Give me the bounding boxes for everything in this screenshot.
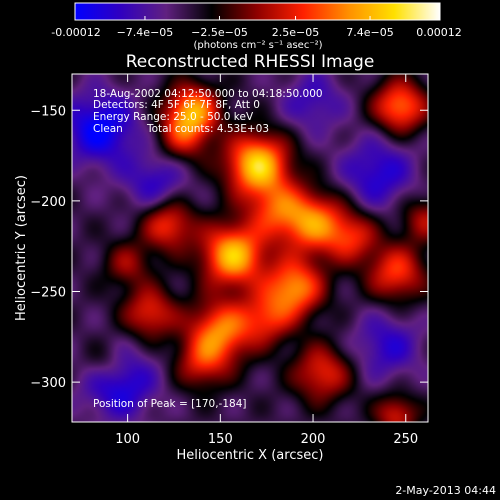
y-tick-label: −200 <box>30 195 66 210</box>
y-tick-label: −250 <box>30 286 66 301</box>
heatmap-image <box>72 74 428 422</box>
colorbar-tick-label: 2.5e−05 <box>272 26 319 39</box>
x-tick-label: 100 <box>115 432 140 447</box>
x-tick-label: 150 <box>208 432 233 447</box>
y-tick-label: −150 <box>30 104 66 119</box>
annotation-peak: Position of Peak = [170,-184] <box>93 398 247 410</box>
plot-frame <box>71 73 429 423</box>
annotation-method: Clean <box>93 123 123 135</box>
x-axis-ticks: 100 150 200 250 <box>115 74 418 447</box>
colorbar-tick-label: -0.00012 <box>51 26 100 39</box>
colorbar-tick-label: −7.4e−05 <box>117 26 174 39</box>
annotation-energy: Energy Range: 25.0 - 50.0 keV <box>93 111 254 123</box>
colorbar-units: (photons cm⁻² s⁻¹ asec⁻²) <box>193 40 322 51</box>
x-tick-label: 200 <box>301 432 326 447</box>
y-tick-label: −300 <box>30 376 66 391</box>
annotation-detectors: Detectors: 4F 5F 6F 7F 8F, Att 0 <box>93 99 260 111</box>
x-axis-label: Heliocentric X (arcsec) <box>177 448 324 463</box>
y-axis-ticks: −150 −200 −250 −300 <box>30 104 428 391</box>
colorbar-tick-label: −2.5e−05 <box>191 26 248 39</box>
x-tick-label: 250 <box>393 432 418 447</box>
y-axis-label: Heliocentric Y (arcsec) <box>14 175 29 321</box>
annotation-time-range: 18-Aug-2002 04:12:50.000 to 04:18:50.000 <box>93 88 323 100</box>
chart-title: Reconstructed RHESSI Image <box>126 52 375 72</box>
annotation-total-counts: Total counts: 4.53E+03 <box>146 123 269 135</box>
plot-area <box>72 74 428 422</box>
colorbar-tick-label: 0.00012 <box>416 26 462 39</box>
colorbar-tick-label: 7.4e−05 <box>346 26 393 39</box>
colorbar <box>74 2 441 21</box>
colorbar-ticks: -0.00012 −7.4e−05 −2.5e−05 2.5e−05 7.4e−05 0.… <box>51 16 462 39</box>
date-stamp: 2-May-2013 04:44 <box>395 484 496 497</box>
